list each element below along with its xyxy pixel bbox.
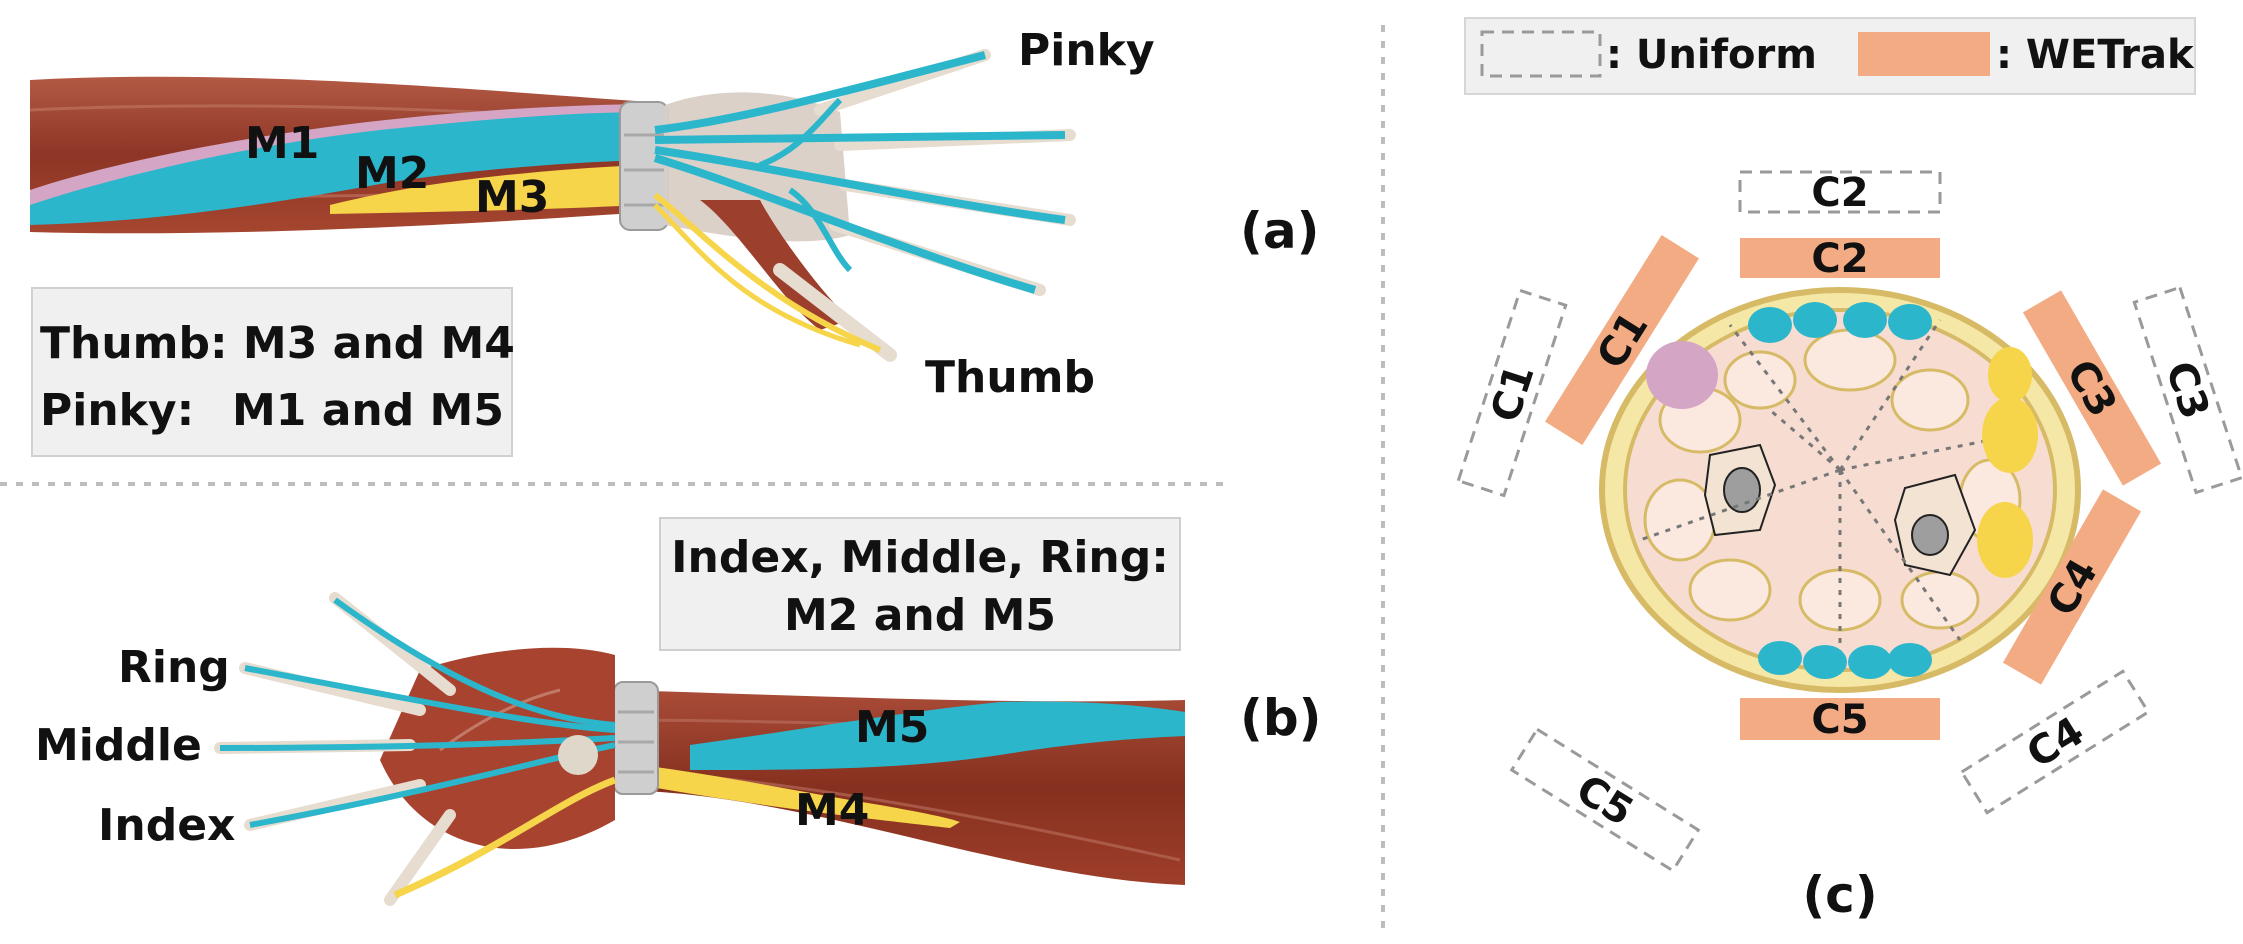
panel-a: M1 M2 M3 Pinky Thumb (a) Thumb: M3 and M… <box>29 25 1319 457</box>
panel-b: Ring Middle Index M5 M4 Index, Middle, R… <box>35 517 1322 906</box>
muscle-label-m4: M4 <box>795 785 869 836</box>
panel-c: : Uniform : WETrak <box>1456 17 2243 924</box>
panel-b-info-box: Index, Middle, Ring: M2 and M5 <box>659 517 1181 651</box>
panel-a-info-box: Thumb: M3 and M4 Pinky: M1 and M5 <box>31 287 515 457</box>
muscle-label-m5: M5 <box>855 702 929 753</box>
info-fingers-line: Index, Middle, Ring: <box>671 532 1169 583</box>
panel-c-label: (c) <box>1802 866 1877 924</box>
forearm-illustration-top <box>29 49 1076 362</box>
forearm-illustration-bottom <box>214 592 1185 906</box>
finger-label-middle: Middle <box>35 720 202 771</box>
svg-text:C1: C1 <box>1482 359 1543 428</box>
info-thumb-line: Thumb: M3 and M4 <box>40 318 515 369</box>
finger-label-ring: Ring <box>118 642 230 693</box>
finger-label-pinky: Pinky <box>1018 25 1155 76</box>
svg-text:C3: C3 <box>2156 356 2217 425</box>
channel-uniform-c4: C4 <box>1959 669 2151 815</box>
muscle-label-m3: M3 <box>475 172 549 223</box>
panel-b-label: (b) <box>1240 689 1322 747</box>
legend: : Uniform : WETrak <box>1464 17 2196 95</box>
info-pinky-value: M1 and M5 <box>232 385 504 436</box>
wrist-cross-section <box>1599 287 2081 693</box>
svg-text:C5: C5 <box>1568 766 1641 835</box>
legend-uniform-label: : Uniform <box>1606 32 1817 78</box>
legend-uniform-swatch <box>1480 30 1602 78</box>
svg-text:C4: C4 <box>2019 708 2092 777</box>
panel-a-label: (a) <box>1240 202 1319 260</box>
channel-uniform-c2: C2 <box>1738 170 1942 216</box>
finger-label-thumb: Thumb <box>925 352 1095 403</box>
muscle-label-m1: M1 <box>245 118 319 169</box>
finger-label-index: Index <box>98 800 235 851</box>
info-pinky-key: Pinky: <box>40 385 194 436</box>
legend-wetrak-label: : WETrak <box>1996 32 2195 78</box>
svg-text:C2: C2 <box>1811 170 1868 216</box>
channel-uniform-c1: C1 <box>1456 288 1568 498</box>
channel-uniform-c5: C5 <box>1509 727 1701 873</box>
muscle-label-m2: M2 <box>355 148 429 199</box>
svg-text:C5: C5 <box>1811 697 1868 743</box>
legend-wetrak-swatch <box>1858 32 1990 76</box>
channel-wetrak-c5: C5 <box>1740 697 1940 743</box>
channel-wetrak-c2: C2 <box>1740 236 1940 282</box>
svg-text:C2: C2 <box>1811 236 1868 282</box>
info-muscles-line: M2 and M5 <box>784 590 1056 641</box>
